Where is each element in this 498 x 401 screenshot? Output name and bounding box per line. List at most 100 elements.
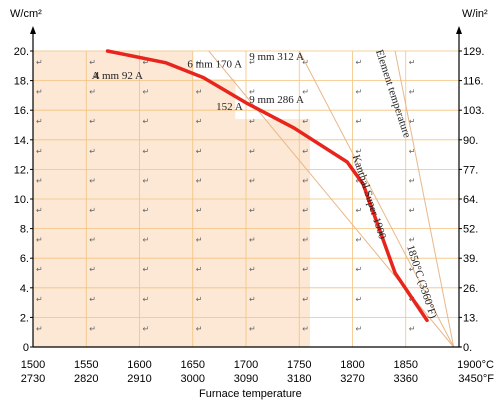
paragraph-mark: ↵ xyxy=(302,147,309,156)
paragraph-mark: ↵ xyxy=(409,265,416,274)
y-tick-label-right: 0. xyxy=(463,342,472,354)
chart-annotation: 4 mm 92 A xyxy=(94,70,143,82)
x-tick-label-fahrenheit: 2820 xyxy=(74,373,98,385)
paragraph-mark: ↵ xyxy=(356,88,363,97)
tick-labels: 0 2. 4. 6. 8. 10. 12. 14. 16. 18. 20. 0. 13. 26. 39. 52… xyxy=(14,46,495,385)
paragraph-mark: ↵ xyxy=(356,236,363,245)
element-temperature-line xyxy=(394,50,455,348)
paragraph-mark: ↵ xyxy=(302,88,309,97)
paragraph-mark: ↵ xyxy=(249,58,256,67)
paragraph-mark: ↵ xyxy=(36,265,43,274)
chart-annotation: 6 mm 170 A xyxy=(187,58,242,70)
paragraph-mark: ↵ xyxy=(196,147,203,156)
paragraph-mark: ↵ xyxy=(409,324,416,333)
paragraph-mark: ↵ xyxy=(89,88,96,97)
y-tick-label-right: 52. xyxy=(463,224,478,236)
x-tick-label-fahrenheit: 3090 xyxy=(234,373,258,385)
paragraph-mark: ↵ xyxy=(36,295,43,304)
paragraph-mark: ↵ xyxy=(36,147,43,156)
paragraph-mark: ↵ xyxy=(89,324,96,333)
y-tick-label-left: 6. xyxy=(20,253,29,265)
paragraph-mark: ↵ xyxy=(196,295,203,304)
paragraph-mark: ↵ xyxy=(356,324,363,333)
paragraph-mark: ↵ xyxy=(249,176,256,185)
paragraph-mark: ↵ xyxy=(89,265,96,274)
paragraph-mark: ↵ xyxy=(409,117,416,126)
paragraph-mark: ↵ xyxy=(356,147,363,156)
series-line xyxy=(105,49,429,323)
y-axis-right-arrow xyxy=(456,26,462,34)
chart-annotation: A xyxy=(92,70,100,82)
paragraph-mark: ↵ xyxy=(36,117,43,126)
paragraph-mark: ↵ xyxy=(143,206,150,215)
paragraph-mark: ↵ xyxy=(36,206,43,215)
paragraph-mark: ↵ xyxy=(409,147,416,156)
paragraph-mark: ↵ xyxy=(143,324,150,333)
y-tick-label-left: 2. xyxy=(20,312,29,324)
paragraph-mark: ↵ xyxy=(302,295,309,304)
paragraph-mark: ↵ xyxy=(409,176,416,185)
y-tick-label-right: 39. xyxy=(463,253,478,265)
paragraph-mark: ↵ xyxy=(409,206,416,215)
paragraph-mark: ↵ xyxy=(302,117,309,126)
paragraph-mark: ↵ xyxy=(409,58,416,67)
paragraph-mark: ↵ xyxy=(89,176,96,185)
paragraph-mark: ↵ xyxy=(36,176,43,185)
x-tick-label-celsius: 1550 xyxy=(74,359,98,371)
paragraph-mark: ↵ xyxy=(409,236,416,245)
y-tick-label-left: 0 xyxy=(23,342,29,354)
y-axis-unit-left: W/cm² xyxy=(10,8,42,20)
paragraph-mark: ↵ xyxy=(196,265,203,274)
paragraph-mark: ↵ xyxy=(196,206,203,215)
paragraph-mark: ↵ xyxy=(143,147,150,156)
paragraph-mark: ↵ xyxy=(249,147,256,156)
x-axis-label: Furnace temperature xyxy=(199,388,302,400)
paragraph-mark: ↵ xyxy=(302,206,309,215)
paragraph-mark: ↵ xyxy=(143,295,150,304)
y-tick-label-right: 64. xyxy=(463,194,478,206)
y-tick-label-right: 90. xyxy=(463,135,478,147)
y-tick-label-right: 26. xyxy=(463,283,478,295)
paragraph-mark: ↵ xyxy=(196,176,203,185)
paragraph-mark: ↵ xyxy=(143,265,150,274)
x-tick-label-fahrenheit: 3270 xyxy=(340,373,364,385)
paragraph-mark: ↵ xyxy=(409,88,416,97)
paragraph-marks: ↵ ↵ ↵ ↵ ↵ ↵ ↵ ↵ ↵ ↵ ↵ ↵ ↵ ↵ ↵ ↵ ↵ ↵ ↵ ↵ ↵ ↵ ↵ ↵ ↵ ↵ ↵ ↵ ↵ ↵ ↵ ↵ ↵ ↵ ↵ ↵ ↵ ↵ ↵ ↵… xyxy=(36,58,415,333)
paragraph-mark: ↵ xyxy=(356,206,363,215)
paragraph-mark: ↵ xyxy=(249,265,256,274)
paragraph-mark: ↵ xyxy=(89,117,96,126)
y-tick-label-left: 4. xyxy=(20,283,29,295)
x-tick-label-celsius: 1750 xyxy=(287,359,311,371)
paragraph-mark: ↵ xyxy=(249,88,256,97)
y-tick-label-left: 18. xyxy=(14,76,29,88)
x-tick-label-celsius: 1700 xyxy=(234,359,258,371)
x-tick-label-celsius: 1600 xyxy=(127,359,151,371)
x-tick-label-fahrenheit: 3360 xyxy=(394,373,418,385)
y-tick-label-right: 77. xyxy=(463,164,478,176)
paragraph-mark: ↵ xyxy=(196,88,203,97)
paragraph-mark: ↵ xyxy=(356,117,363,126)
paragraph-mark: ↵ xyxy=(143,117,150,126)
y-tick-label-right: 13. xyxy=(463,312,478,324)
paragraph-mark: ↵ xyxy=(302,176,309,185)
paragraph-mark: ↵ xyxy=(356,295,363,304)
y-tick-label-left: 14. xyxy=(14,135,29,147)
paragraph-mark: ↵ xyxy=(36,58,43,67)
paragraph-mark: ↵ xyxy=(249,295,256,304)
paragraph-mark: ↵ xyxy=(89,58,96,67)
paragraph-mark: ↵ xyxy=(196,117,203,126)
paragraph-mark: ↵ xyxy=(249,117,256,126)
x-tick-label-celsius: 1500 xyxy=(21,359,45,371)
paragraph-mark: ↵ xyxy=(36,88,43,97)
chart-annotation: 152 A xyxy=(216,101,243,113)
paragraph-mark: ↵ xyxy=(89,295,96,304)
chart-series xyxy=(105,49,429,323)
paragraph-mark: ↵ xyxy=(89,236,96,245)
x-tick-label-fahrenheit: 2730 xyxy=(21,373,45,385)
y-tick-label-left: 8. xyxy=(20,224,29,236)
paragraph-mark: ↵ xyxy=(89,206,96,215)
y-axis-unit-right: W/in² xyxy=(462,8,488,20)
paragraph-mark: ↵ xyxy=(302,324,309,333)
paragraph-mark: ↵ xyxy=(356,265,363,274)
